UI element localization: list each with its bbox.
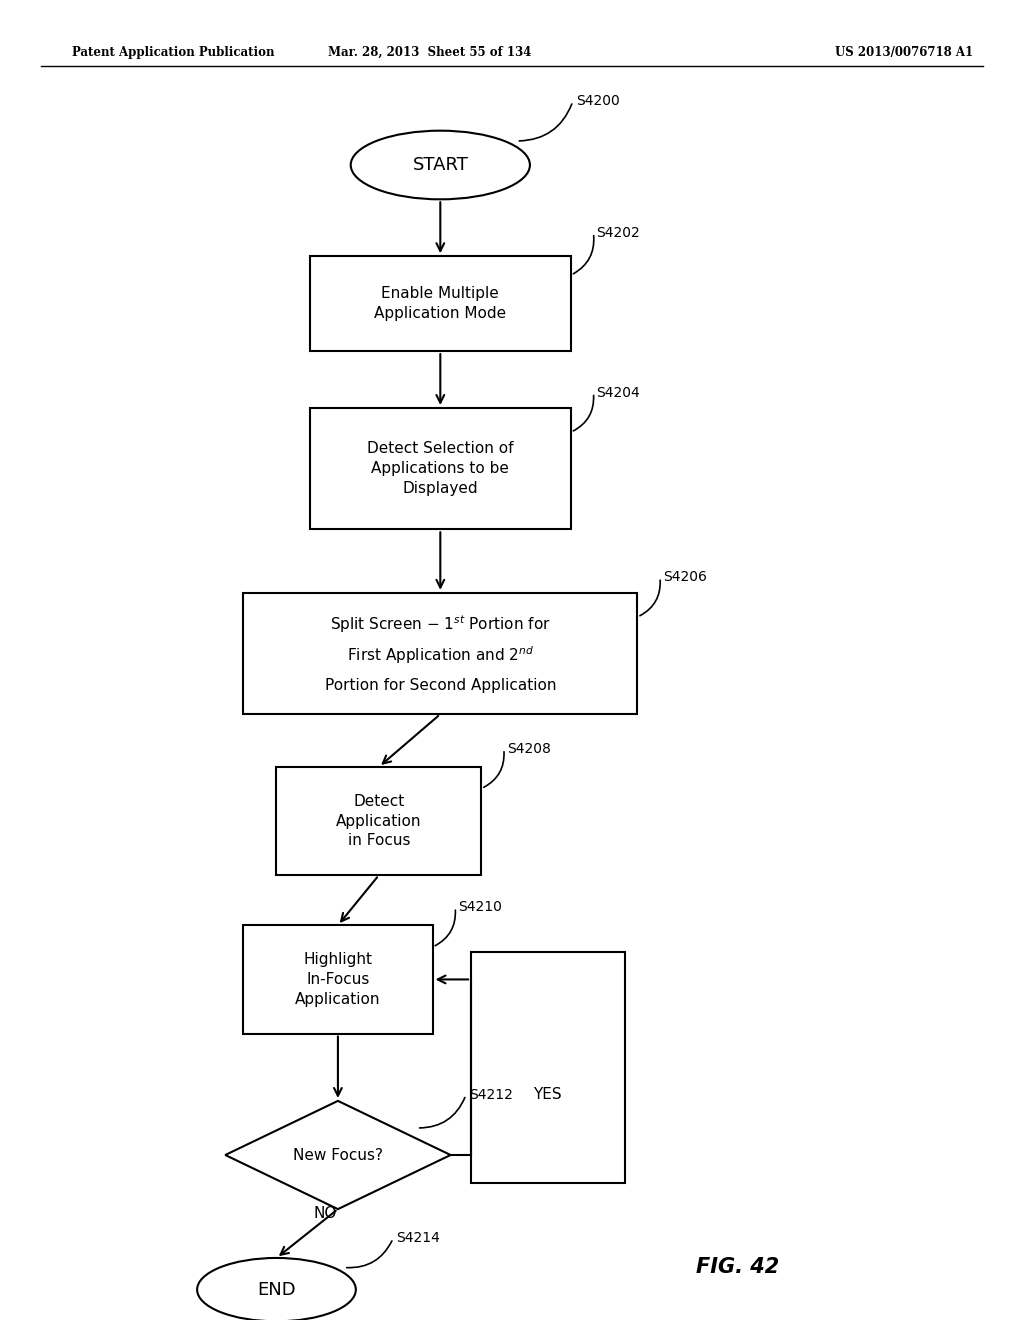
Text: US 2013/0076718 A1: US 2013/0076718 A1 bbox=[835, 46, 973, 59]
Text: Enable Multiple
Application Mode: Enable Multiple Application Mode bbox=[374, 286, 507, 321]
Text: S4204: S4204 bbox=[596, 385, 640, 400]
Text: Detect
Application
in Focus: Detect Application in Focus bbox=[336, 793, 422, 849]
Bar bbox=[309, 408, 571, 529]
Polygon shape bbox=[225, 1101, 451, 1209]
Bar bbox=[244, 925, 432, 1034]
Text: S4202: S4202 bbox=[596, 226, 640, 240]
Text: S4200: S4200 bbox=[575, 94, 620, 108]
Ellipse shape bbox=[350, 131, 530, 199]
Text: S4206: S4206 bbox=[664, 570, 707, 585]
Text: Highlight
In-Focus
Application: Highlight In-Focus Application bbox=[295, 952, 381, 1007]
Text: S4210: S4210 bbox=[459, 900, 502, 915]
Text: Patent Application Publication: Patent Application Publication bbox=[72, 46, 274, 59]
Text: YES: YES bbox=[534, 1086, 562, 1102]
Text: S4212: S4212 bbox=[469, 1088, 513, 1102]
Text: Split Screen $-$ 1$^{st}$ Portion for: Split Screen $-$ 1$^{st}$ Portion for bbox=[330, 614, 551, 635]
Ellipse shape bbox=[197, 1258, 356, 1320]
Text: NO: NO bbox=[314, 1206, 337, 1221]
Bar bbox=[309, 256, 571, 351]
Text: Detect Selection of
Applications to be
Displayed: Detect Selection of Applications to be D… bbox=[367, 441, 514, 496]
Text: FIG. 42: FIG. 42 bbox=[695, 1257, 779, 1278]
Text: END: END bbox=[257, 1280, 296, 1299]
Bar bbox=[244, 593, 637, 714]
Text: New Focus?: New Focus? bbox=[293, 1147, 383, 1163]
Text: S4214: S4214 bbox=[396, 1232, 440, 1246]
Bar bbox=[471, 953, 625, 1183]
Text: Portion for Second Application: Portion for Second Application bbox=[325, 677, 556, 693]
Text: START: START bbox=[413, 156, 468, 174]
Text: First Application and 2$^{nd}$: First Application and 2$^{nd}$ bbox=[347, 644, 534, 665]
Text: S4208: S4208 bbox=[507, 742, 551, 756]
Text: Mar. 28, 2013  Sheet 55 of 134: Mar. 28, 2013 Sheet 55 of 134 bbox=[329, 46, 531, 59]
Bar bbox=[276, 767, 481, 875]
